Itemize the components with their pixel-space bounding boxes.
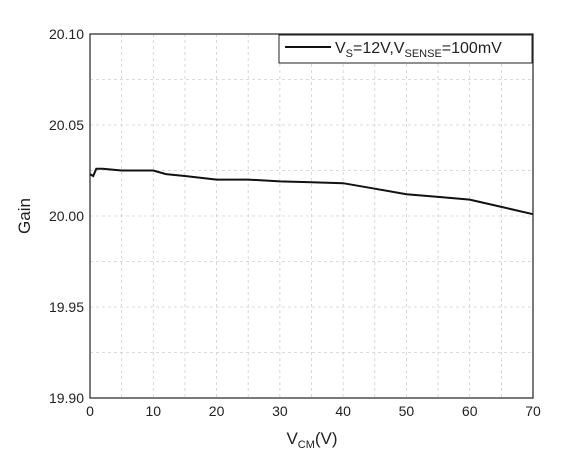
legend-label-part3: =100mV <box>442 40 502 57</box>
x-tick-label: 20 <box>209 403 225 419</box>
legend-box <box>278 34 533 64</box>
legend-label-sub1: S <box>346 48 353 60</box>
legend-label-sub2: SENSE <box>404 48 441 60</box>
x-tick-label: 30 <box>272 403 288 419</box>
x-tick-labels: 0 10 20 30 40 50 60 70 <box>86 403 541 419</box>
x-tick-label: 60 <box>462 403 478 419</box>
legend: VS=12V,VSENSE=100mV <box>278 34 533 64</box>
y-tick-label: 20.00 <box>49 208 84 224</box>
x-tick-label: 50 <box>399 403 415 419</box>
y-tick-label: 19.90 <box>49 390 84 406</box>
y-axis-label: Gain <box>15 198 34 234</box>
x-tick-label: 10 <box>145 403 161 419</box>
x-axis-label-unit: (V) <box>315 429 338 448</box>
x-axis-label-main: V <box>286 429 298 448</box>
plot-frame <box>89 33 534 399</box>
x-axis-label: VCM(V) <box>286 429 337 451</box>
y-tick-label: 20.10 <box>49 26 84 42</box>
y-tick-label: 20.05 <box>49 117 84 133</box>
grid <box>90 34 533 398</box>
x-tick-label: 70 <box>525 403 541 419</box>
x-axis-label-sub: CM <box>298 439 315 451</box>
legend-label-part1: V <box>335 40 346 57</box>
legend-label: VS=12V,VSENSE=100mV <box>335 40 502 60</box>
y-tick-labels: 19.90 19.95 20.00 20.05 20.10 <box>49 26 84 406</box>
x-tick-label: 40 <box>335 403 351 419</box>
series-line <box>89 167 534 216</box>
x-tick-label: 0 <box>86 403 94 419</box>
y-tick-label: 19.95 <box>49 299 84 315</box>
legend-label-part2: =12V,V <box>353 40 405 57</box>
